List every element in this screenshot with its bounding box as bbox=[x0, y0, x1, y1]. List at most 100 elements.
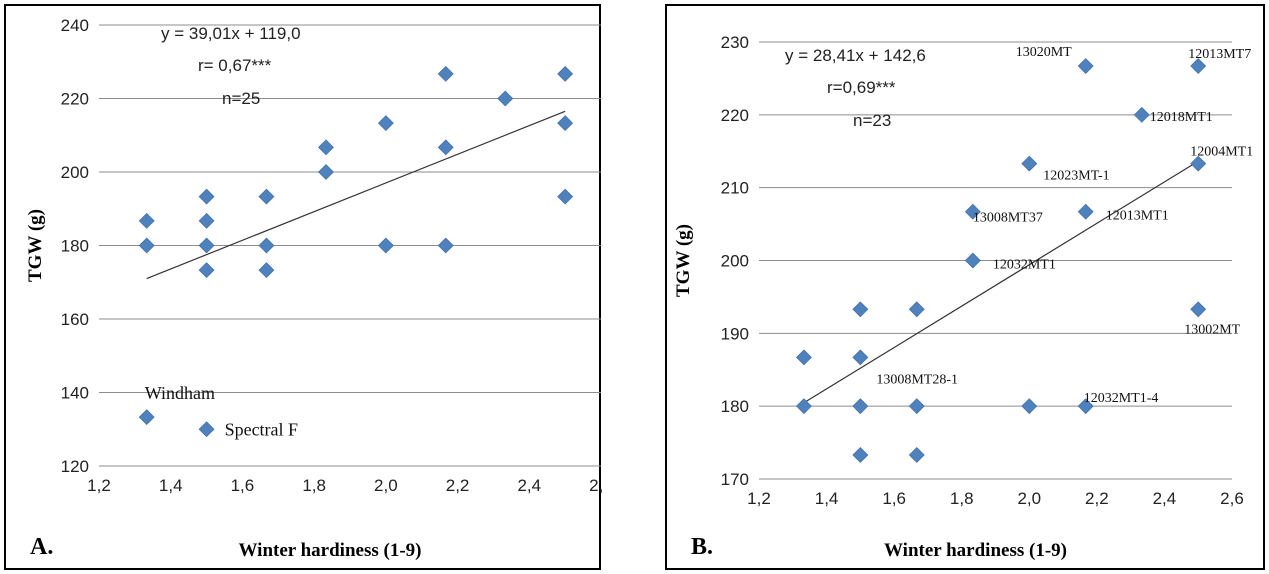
data-point-b bbox=[908, 398, 925, 415]
y-tick-label-b: 200 bbox=[721, 252, 749, 271]
x-tick-label-b: 1,6 bbox=[882, 489, 906, 508]
x-axis-title-a: Winter hardiness (1-9) bbox=[239, 540, 422, 561]
data-point-a bbox=[557, 115, 574, 132]
data-point-b bbox=[852, 301, 869, 318]
scatter-chart-a: 120 140 160 180 200 220 240 1,2 1,4 1,6 1,8 2,0 2,2 2… bbox=[25, 16, 603, 561]
data-point-b bbox=[796, 349, 812, 366]
regression-annotation-a: y = 39,01x + 119,0 bbox=[161, 24, 301, 43]
point-label-b: 13008MT28-1 bbox=[876, 372, 958, 387]
data-point-a bbox=[198, 188, 215, 205]
y-tick-label-a: 200 bbox=[61, 163, 89, 182]
x-tick-label-b: 1,8 bbox=[950, 489, 974, 508]
y-tick-label-a: 140 bbox=[61, 384, 89, 403]
trendline-b bbox=[803, 160, 1199, 404]
x-tick-label-a: 1,2 bbox=[87, 476, 111, 495]
data-point-b bbox=[1077, 398, 1094, 415]
data-point-a bbox=[198, 212, 215, 229]
regression-annotation-b: y = 28,41x + 142,6 bbox=[785, 46, 926, 65]
x-axis-title-b: Winter hardiness (1-9) bbox=[884, 540, 1067, 561]
data-point-a bbox=[258, 237, 275, 254]
point-label-b: 12032MT1 bbox=[993, 258, 1056, 273]
y-tick-label-a: 180 bbox=[61, 237, 89, 256]
y-tick-label-b: 220 bbox=[721, 106, 749, 125]
data-point-a bbox=[198, 237, 215, 254]
data-point-b bbox=[796, 398, 812, 415]
x-tick-label-a: 1,6 bbox=[231, 476, 255, 495]
data-point-b bbox=[852, 398, 869, 415]
point-label-b: 12018MT1 bbox=[1150, 110, 1213, 125]
x-tick-label-a: 2,0 bbox=[374, 476, 398, 495]
data-point-a bbox=[437, 65, 454, 82]
panel-label-b: B. bbox=[691, 534, 713, 560]
point-label-b: 13020MT bbox=[1016, 45, 1072, 60]
regression-annotation-a: r= 0,67*** bbox=[198, 56, 272, 75]
data-point-b bbox=[852, 349, 869, 366]
point-label-b: 12013MT7 bbox=[1188, 47, 1251, 62]
data-point-b bbox=[852, 447, 869, 463]
x-tick-label-a: 1,4 bbox=[159, 476, 183, 495]
chart-panel-a: 120 140 160 180 200 220 240 1,2 1,4 1,6 1,8 2,0 2,2 2… bbox=[4, 4, 603, 570]
panel-label-a: A. bbox=[30, 534, 53, 560]
x-tick-label-a: 2,2 bbox=[446, 476, 470, 495]
point-label-b: 12013MT1 bbox=[1106, 209, 1169, 224]
data-point-a bbox=[318, 164, 334, 180]
point-label-a: Windham bbox=[145, 383, 215, 403]
data-point-b bbox=[1133, 106, 1150, 123]
y-tick-label-a: 160 bbox=[61, 310, 89, 329]
data-point-b bbox=[1190, 58, 1207, 74]
data-point-b bbox=[1190, 301, 1207, 318]
x-tick-label-a: 2,4 bbox=[517, 476, 541, 495]
data-point-a bbox=[497, 90, 514, 107]
trendline-a bbox=[146, 110, 566, 280]
data-point-a bbox=[437, 139, 454, 156]
point-label-b: 12004MT1 bbox=[1190, 145, 1253, 160]
data-point-b bbox=[1077, 203, 1094, 220]
chart-panel-b: 170 180 190 200 210 220 230 1,2 1,4 1,6 1,8 2,0 2,2 2… bbox=[665, 4, 1265, 570]
scatter-chart-b: 170 180 190 200 210 220 230 1,2 1,4 1,6 1,8 2,0 2,2 2… bbox=[673, 33, 1253, 561]
data-point-a bbox=[377, 237, 394, 254]
data-point-a bbox=[198, 262, 215, 279]
point-label-b: 13008MT37 bbox=[973, 211, 1043, 226]
data-point-a bbox=[318, 139, 334, 156]
y-tick-label-b: 230 bbox=[721, 33, 749, 52]
data-point-a bbox=[258, 262, 275, 279]
x-tick-label-b: 1,2 bbox=[747, 489, 771, 508]
data-point-b bbox=[964, 203, 981, 220]
x-tick-label-b: 2,2 bbox=[1085, 489, 1109, 508]
data-point-a bbox=[377, 115, 394, 132]
x-tick-label-b: 1,4 bbox=[815, 489, 839, 508]
data-point-b bbox=[964, 252, 981, 269]
y-tick-label-a: 120 bbox=[61, 457, 89, 476]
data-point-a bbox=[437, 237, 454, 254]
x-tick-label-b: 2,6 bbox=[1220, 489, 1244, 508]
x-tick-label-b: 2,0 bbox=[1017, 489, 1041, 508]
regression-annotation-b: r=0,69*** bbox=[827, 78, 896, 97]
data-point-b bbox=[1021, 155, 1038, 172]
data-point-b bbox=[908, 447, 925, 463]
x-tick-label-a: 1,8 bbox=[302, 476, 326, 495]
x-tick-label-b: 2,4 bbox=[1153, 489, 1177, 508]
y-tick-label-b: 190 bbox=[721, 324, 749, 343]
legend-marker-a bbox=[198, 421, 215, 438]
data-point-a bbox=[557, 188, 574, 205]
data-point-b bbox=[1021, 398, 1038, 415]
y-axis-title-a: TGW (g) bbox=[25, 209, 46, 282]
regression-annotation-b: n=23 bbox=[853, 111, 891, 130]
point-label-b: 12032MT1-4 bbox=[1084, 391, 1159, 406]
x-tick-label-a: 2,6 bbox=[589, 476, 603, 495]
data-point-a bbox=[138, 409, 155, 426]
point-label-b: 13002MT bbox=[1184, 322, 1240, 337]
data-point-a bbox=[138, 212, 155, 229]
data-point-a bbox=[557, 65, 574, 82]
data-point-b bbox=[908, 301, 925, 318]
legend-label-a: Spectral F bbox=[225, 419, 298, 439]
data-point-b bbox=[1190, 155, 1207, 172]
y-tick-label-b: 170 bbox=[721, 470, 749, 489]
regression-annotation-a: n=25 bbox=[222, 89, 260, 108]
point-label-b: 12023MT-1 bbox=[1043, 169, 1109, 184]
y-tick-label-a: 220 bbox=[61, 90, 89, 109]
y-tick-label-b: 180 bbox=[721, 397, 749, 416]
y-tick-label-a: 240 bbox=[61, 16, 89, 35]
y-axis-title-b: TGW (g) bbox=[673, 224, 694, 297]
data-point-b bbox=[1077, 58, 1094, 74]
